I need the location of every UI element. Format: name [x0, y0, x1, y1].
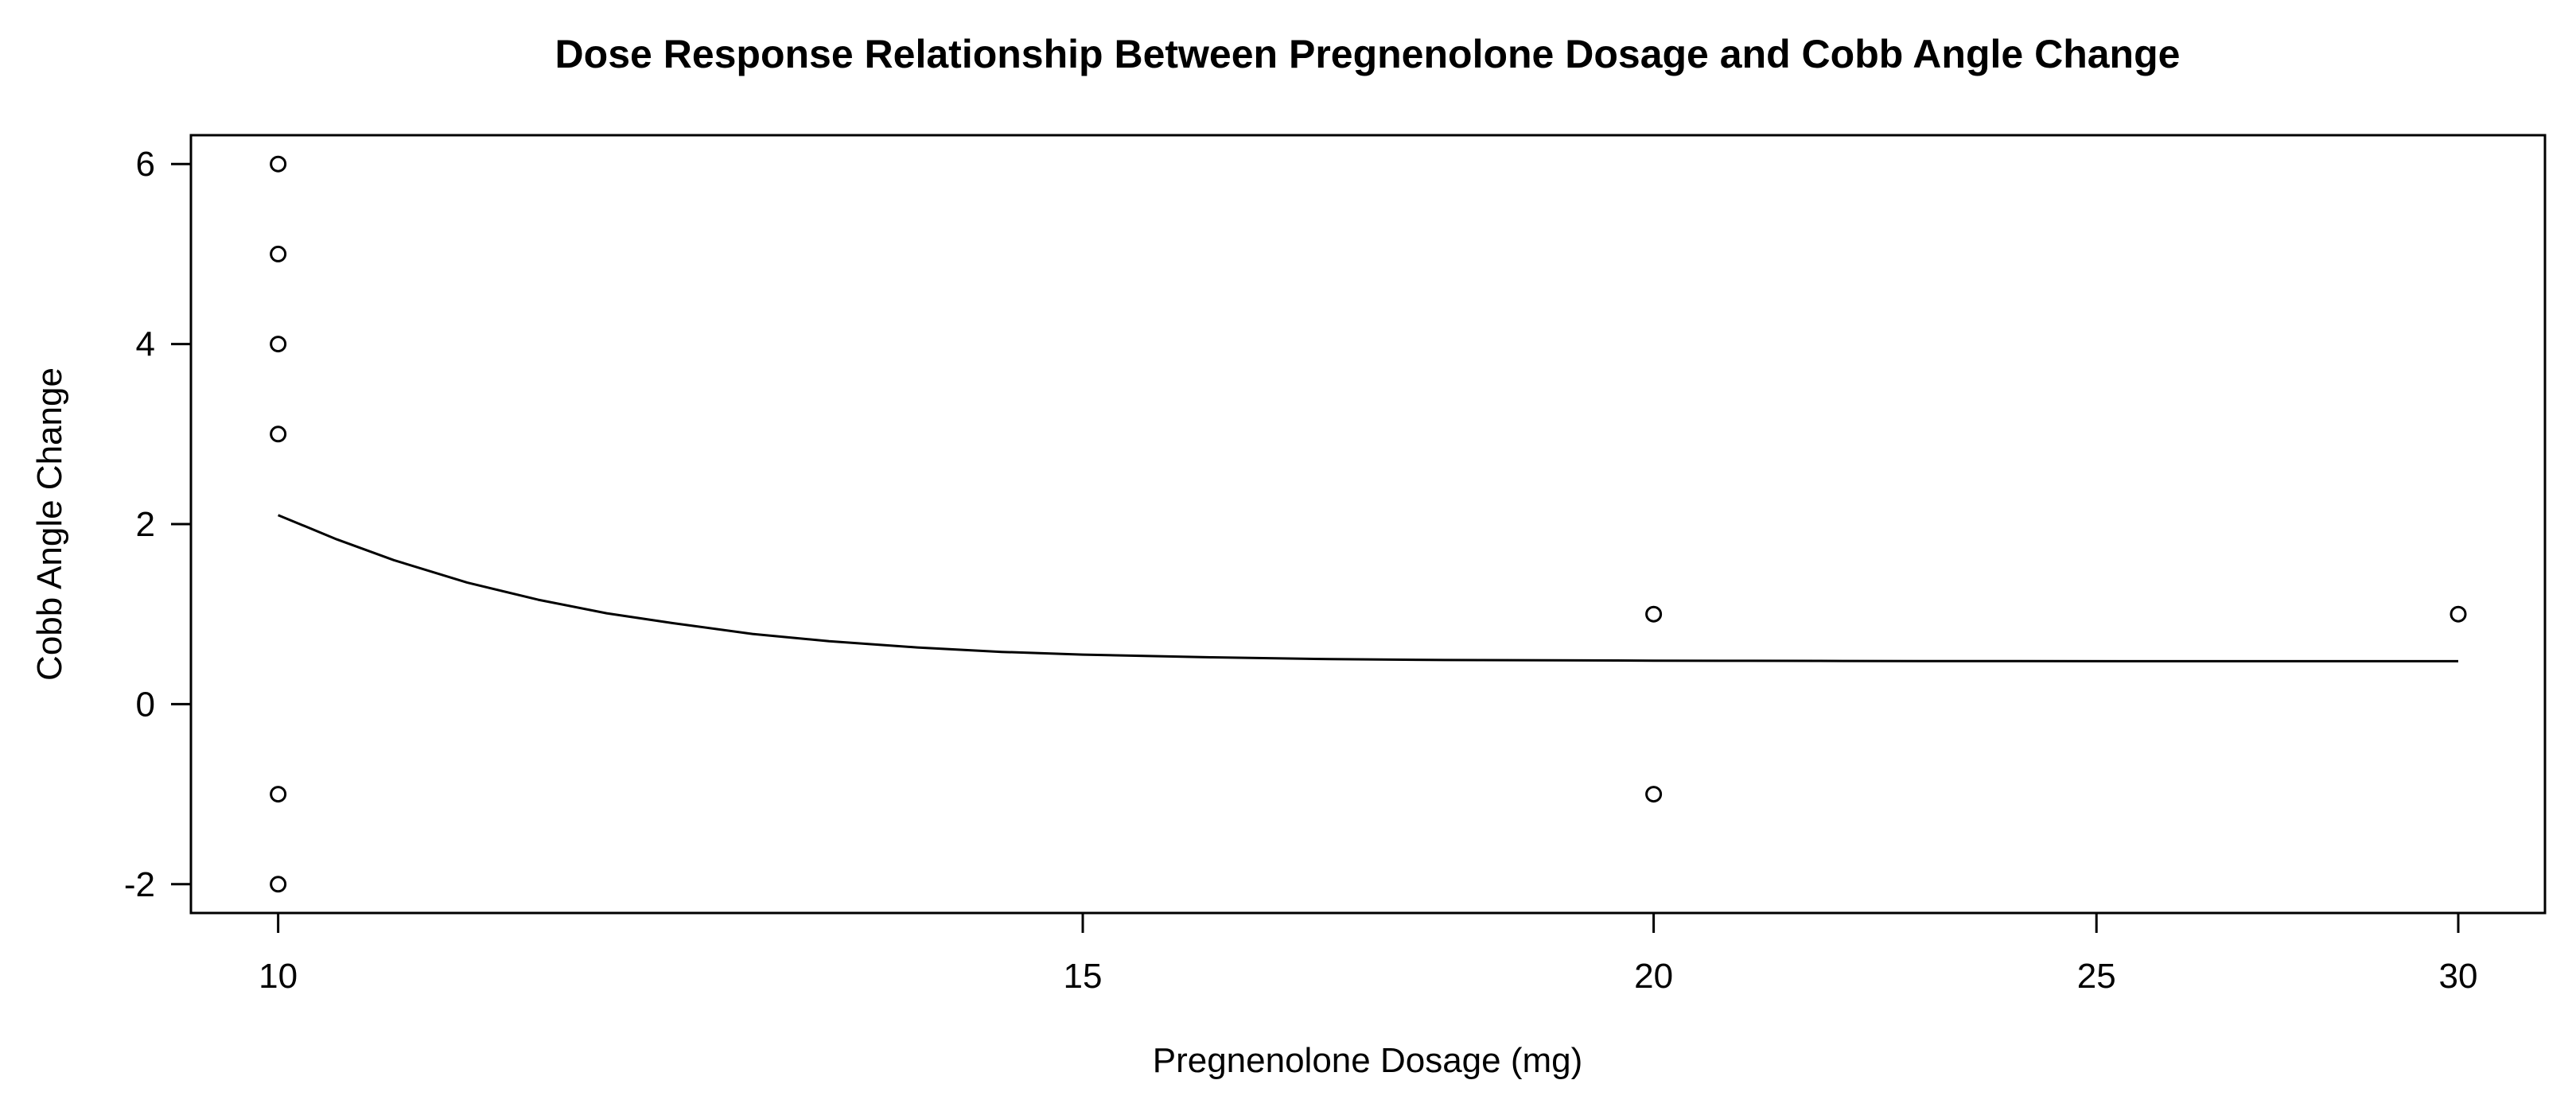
data-point	[270, 336, 287, 353]
data-point	[270, 155, 287, 173]
x-axis-label: Pregnenolone Dosage (mg)	[1153, 1041, 1583, 1080]
y-tick-label: 0	[136, 685, 155, 724]
fit-curve	[278, 514, 2458, 662]
plot-box	[189, 134, 2547, 915]
y-tick-label: 4	[136, 325, 155, 364]
y-tick-label: 6	[136, 145, 155, 184]
data-point	[2450, 605, 2467, 623]
data-point	[1645, 786, 1663, 803]
x-tick-label: 30	[2439, 957, 2478, 996]
plot-area: 10 15 20 25 30 -2 0 2 4 6	[124, 134, 2547, 996]
data-point	[270, 786, 287, 803]
y-tick-label: 2	[136, 505, 155, 544]
x-tick-label: 20	[1634, 957, 1673, 996]
data-point	[270, 425, 287, 443]
x-tick-label: 10	[259, 957, 298, 996]
y-tick-label: -2	[124, 865, 155, 904]
chart-title: Dose Response Relationship Between Pregn…	[555, 32, 2181, 76]
y-axis-label: Cobb Angle Change	[30, 367, 69, 681]
data-point	[1645, 605, 1663, 623]
data-point	[270, 245, 287, 262]
data-point	[270, 876, 287, 893]
x-tick-label: 15	[1064, 957, 1103, 996]
x-tick-label: 25	[2077, 957, 2116, 996]
